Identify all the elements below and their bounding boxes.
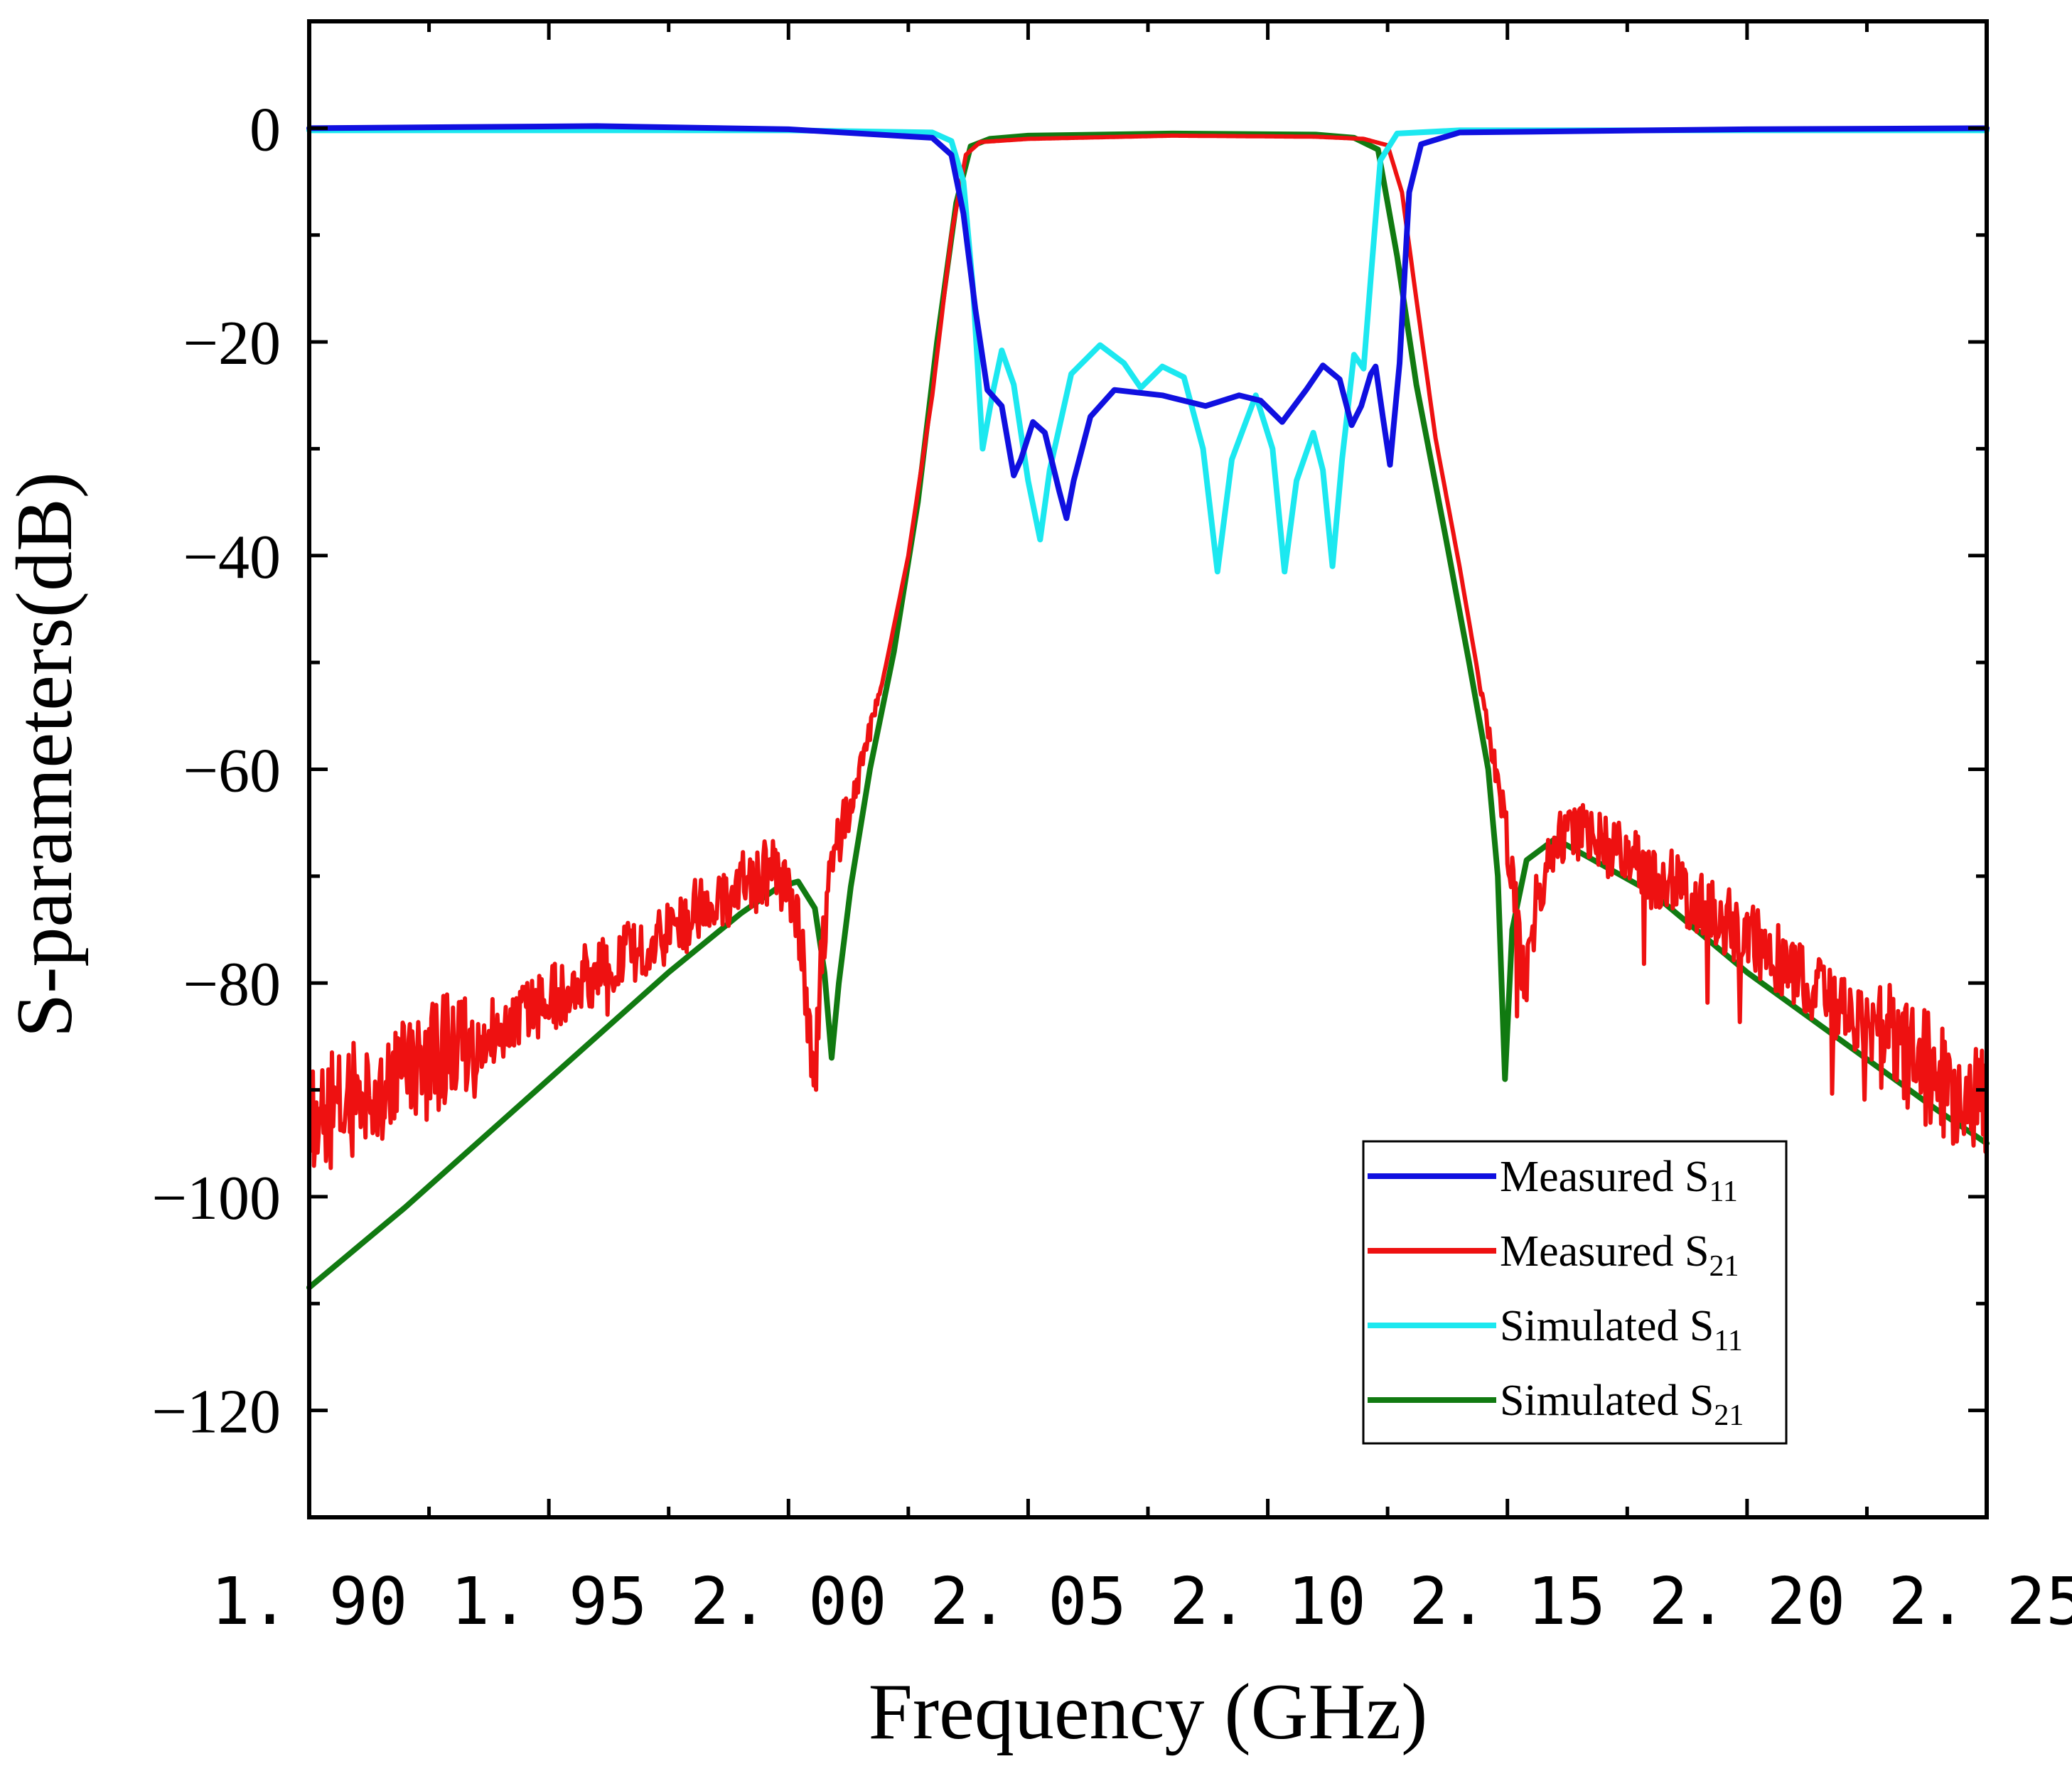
y-tick-label: −60 [183, 737, 281, 806]
y-tick-label: 0 [249, 95, 281, 164]
y-axis-title: S-parameters(dB) [1, 472, 89, 1038]
legend-label-measured-s21: Measured S21 [1500, 1227, 1739, 1283]
x-tick-label: 1. 90 [211, 1563, 408, 1640]
x-tick-labels: 1. 90 1. 95 2. 00 2. 05 2. 10 2. 15 2. 20 2. 25 [211, 1563, 2072, 1640]
x-tick-label: 1. 95 [451, 1563, 648, 1640]
y-tick-labels: 0 −20 −40 −60 −80 −100 −120 [151, 95, 281, 1446]
series-layer [306, 123, 1990, 1291]
y-tick-label: −40 [183, 523, 281, 592]
series-line-measured-s21 [307, 133, 1989, 1170]
x-axis-title: Frequency (GHz) [869, 1668, 1428, 1756]
legend-label-simulated-s21: Simulated S21 [1500, 1377, 1744, 1432]
y-tick-label: −20 [183, 309, 281, 378]
y-tick-label: −100 [151, 1164, 281, 1233]
legend-box [1362, 1140, 1788, 1445]
ticks-layer [307, 19, 1989, 1519]
x-tick-label: 2. 15 [1409, 1563, 1606, 1640]
legend-label-measured-s11: Measured S11 [1500, 1153, 1738, 1208]
legend: Measured S11 Measured S21 Simulated S11 Sim… [1362, 1140, 1788, 1445]
legend-label-simulated-s11: Simulated S11 [1500, 1302, 1743, 1357]
series-line-measured-s11 [306, 123, 1990, 522]
x-tick-label: 2. 05 [930, 1563, 1127, 1640]
x-tick-label: 2. 00 [690, 1563, 887, 1640]
x-tick-label: 2. 25 [1889, 1563, 2072, 1640]
x-tick-label: 2. 10 [1169, 1563, 1366, 1640]
y-tick-label: −80 [183, 950, 281, 1019]
series-line-simulated-s11 [306, 127, 1990, 575]
x-tick-label: 2. 20 [1648, 1563, 1845, 1640]
y-tick-label: −120 [151, 1378, 281, 1447]
